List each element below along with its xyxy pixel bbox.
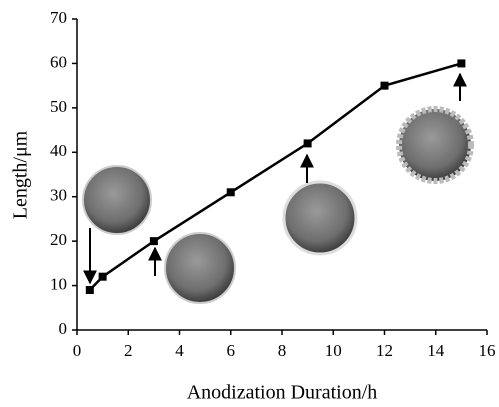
- x-tick-label: 0: [73, 341, 82, 360]
- marker: [303, 139, 312, 148]
- y-axis-title: Length/μm: [10, 130, 32, 219]
- marker: [149, 237, 158, 246]
- x-tick-label: 8: [278, 341, 287, 360]
- marker: [85, 286, 94, 295]
- y-tick-label: 40: [50, 141, 67, 160]
- y-tick-label: 50: [50, 97, 67, 116]
- insets: [82, 72, 474, 304]
- marker: [226, 188, 235, 197]
- x-tick-label: 14: [427, 341, 445, 360]
- y-tick-label: 10: [50, 274, 67, 293]
- sample-image: [282, 180, 358, 256]
- y-tick-label: 20: [50, 230, 67, 249]
- sample-image: [164, 232, 236, 304]
- y-tick-label: 70: [50, 8, 67, 27]
- y-tick-label: 60: [50, 52, 67, 71]
- x-tick-label: 12: [376, 341, 393, 360]
- sample-image: [396, 106, 474, 184]
- sample-image: [82, 165, 152, 235]
- x-tick-label: 16: [479, 341, 496, 360]
- y-tick-label: 0: [59, 319, 68, 338]
- marker: [380, 81, 389, 90]
- x-tick-label: 4: [175, 341, 184, 360]
- y-tick-label: 30: [50, 186, 67, 205]
- line: [88, 62, 462, 291]
- x-tick-label: 2: [124, 341, 133, 360]
- x-tick-label: 10: [325, 341, 342, 360]
- x-tick-label: 6: [227, 341, 236, 360]
- marker: [98, 272, 107, 281]
- marker: [457, 59, 466, 68]
- x-axis-title: Anodization Duration/h: [187, 382, 378, 404]
